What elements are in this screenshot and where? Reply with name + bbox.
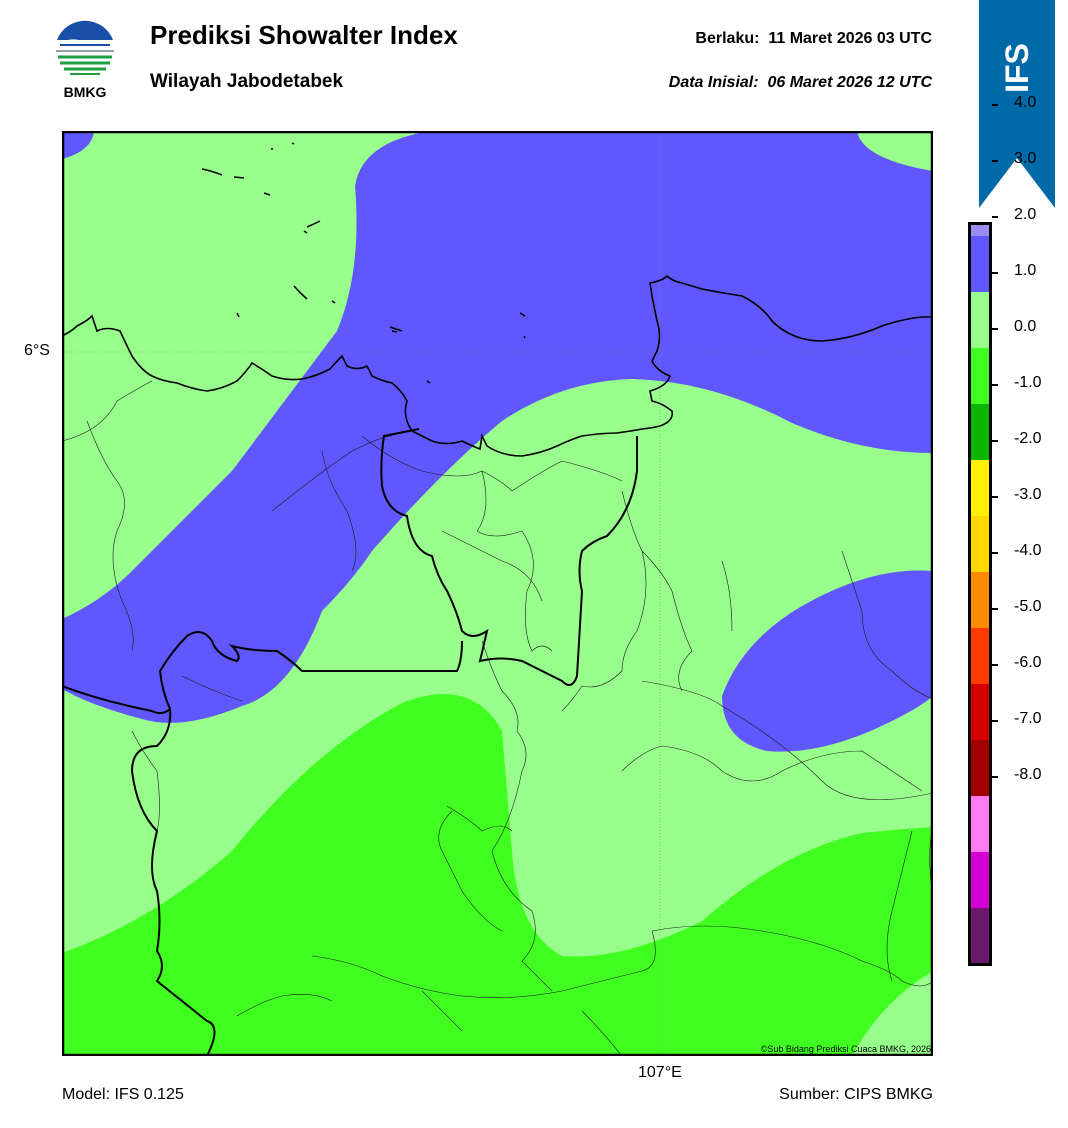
colorbar-frame [968, 222, 992, 966]
colorbar-tick [992, 328, 998, 330]
colorbar-label: -7.0 [1014, 710, 1042, 727]
colorbar-band [970, 236, 990, 292]
colorbar-label: 4.0 [1014, 94, 1037, 111]
colorbar-band [970, 628, 990, 684]
colorbar-band [970, 852, 990, 908]
colorbar-band [970, 348, 990, 404]
region-bright-green [62, 694, 933, 1056]
ribbon-shape [979, 0, 1055, 208]
colorbar-label: -8.0 [1014, 766, 1042, 783]
init-time: Data Inisial: 06 Maret 2026 12 UTC [669, 74, 932, 92]
colorbar-label: 3.0 [1014, 150, 1037, 167]
map-svg [61, 130, 934, 1057]
page-subtitle: Wilayah Jabodetabek [150, 71, 344, 92]
colorbar-label: 1.0 [1014, 262, 1037, 279]
blue-patch-right [722, 570, 933, 752]
colorbar-band [970, 572, 990, 628]
colorbar-band [970, 684, 990, 740]
colorbar-tick [992, 440, 998, 442]
colorbar [968, 124, 992, 966]
colorbar-label: -2.0 [1014, 430, 1042, 447]
colorbar-label: -4.0 [1014, 542, 1042, 559]
colorbar-label: 2.0 [1014, 206, 1037, 223]
blue-band-main [62, 131, 933, 723]
colorbar-band [970, 796, 990, 852]
blue-patch-topleft [62, 131, 94, 159]
colorbar-tick [992, 216, 998, 218]
colorbar-tick [992, 664, 998, 666]
map-frame [61, 130, 934, 1057]
bmkg-logo: BMKG [52, 18, 118, 102]
valid-time: Berlaku: 11 Maret 2026 03 UTC [695, 30, 932, 48]
colorbar-band [970, 516, 990, 572]
init-label: Data Inisial: [668, 74, 759, 91]
region-light-green-corner [852, 971, 933, 1056]
colorbar-band [970, 404, 990, 460]
page-title: Prediksi Showalter Index [150, 20, 458, 50]
logo-text: BMKG [63, 84, 107, 100]
colorbar-tick [992, 720, 998, 722]
colorbar-label: 0.0 [1014, 318, 1037, 335]
colorbar-label: -1.0 [1014, 374, 1042, 391]
copyright-text: ©Sub Bidang Prediksi Cuaca BMKG, 2026 [760, 1044, 931, 1054]
colorbar-label: -3.0 [1014, 486, 1042, 503]
colorbar-tick [992, 160, 998, 162]
colorbar-tick [992, 104, 998, 106]
lat-label: 6°S [24, 342, 50, 359]
source-text: Sumber: CIPS BMKG [779, 1086, 933, 1103]
init-value: 06 Maret 2026 12 UTC [767, 74, 932, 91]
colorbar-tick [992, 496, 998, 498]
islands [201, 142, 526, 384]
colorbar-tick [992, 272, 998, 274]
valid-label: Berlaku: [695, 30, 760, 47]
province-boundaries [62, 428, 638, 1056]
colorbar-band [970, 740, 990, 796]
colorbar-label: -5.0 [1014, 598, 1042, 615]
colorbar-tick [992, 552, 998, 554]
colorbar-band [970, 292, 990, 348]
colorbar-svg [968, 124, 992, 966]
colorbar-label: -6.0 [1014, 654, 1042, 671]
bmkg-logo-icon [55, 18, 115, 78]
colorbar-tick [992, 384, 998, 386]
colorbar-tick [992, 776, 998, 778]
colorbar-band [970, 460, 990, 516]
coastline [62, 274, 933, 457]
lon-label: 107°E [638, 1064, 682, 1081]
colorbar-band [970, 908, 990, 964]
district-boundaries [62, 380, 933, 1056]
colorbar-tick [992, 608, 998, 610]
model-text: Model: IFS 0.125 [62, 1086, 184, 1103]
valid-value: 11 Maret 2026 03 UTC [768, 30, 932, 47]
forecast-map [61, 130, 934, 1057]
ifs-ribbon: IFS [979, 0, 1055, 210]
